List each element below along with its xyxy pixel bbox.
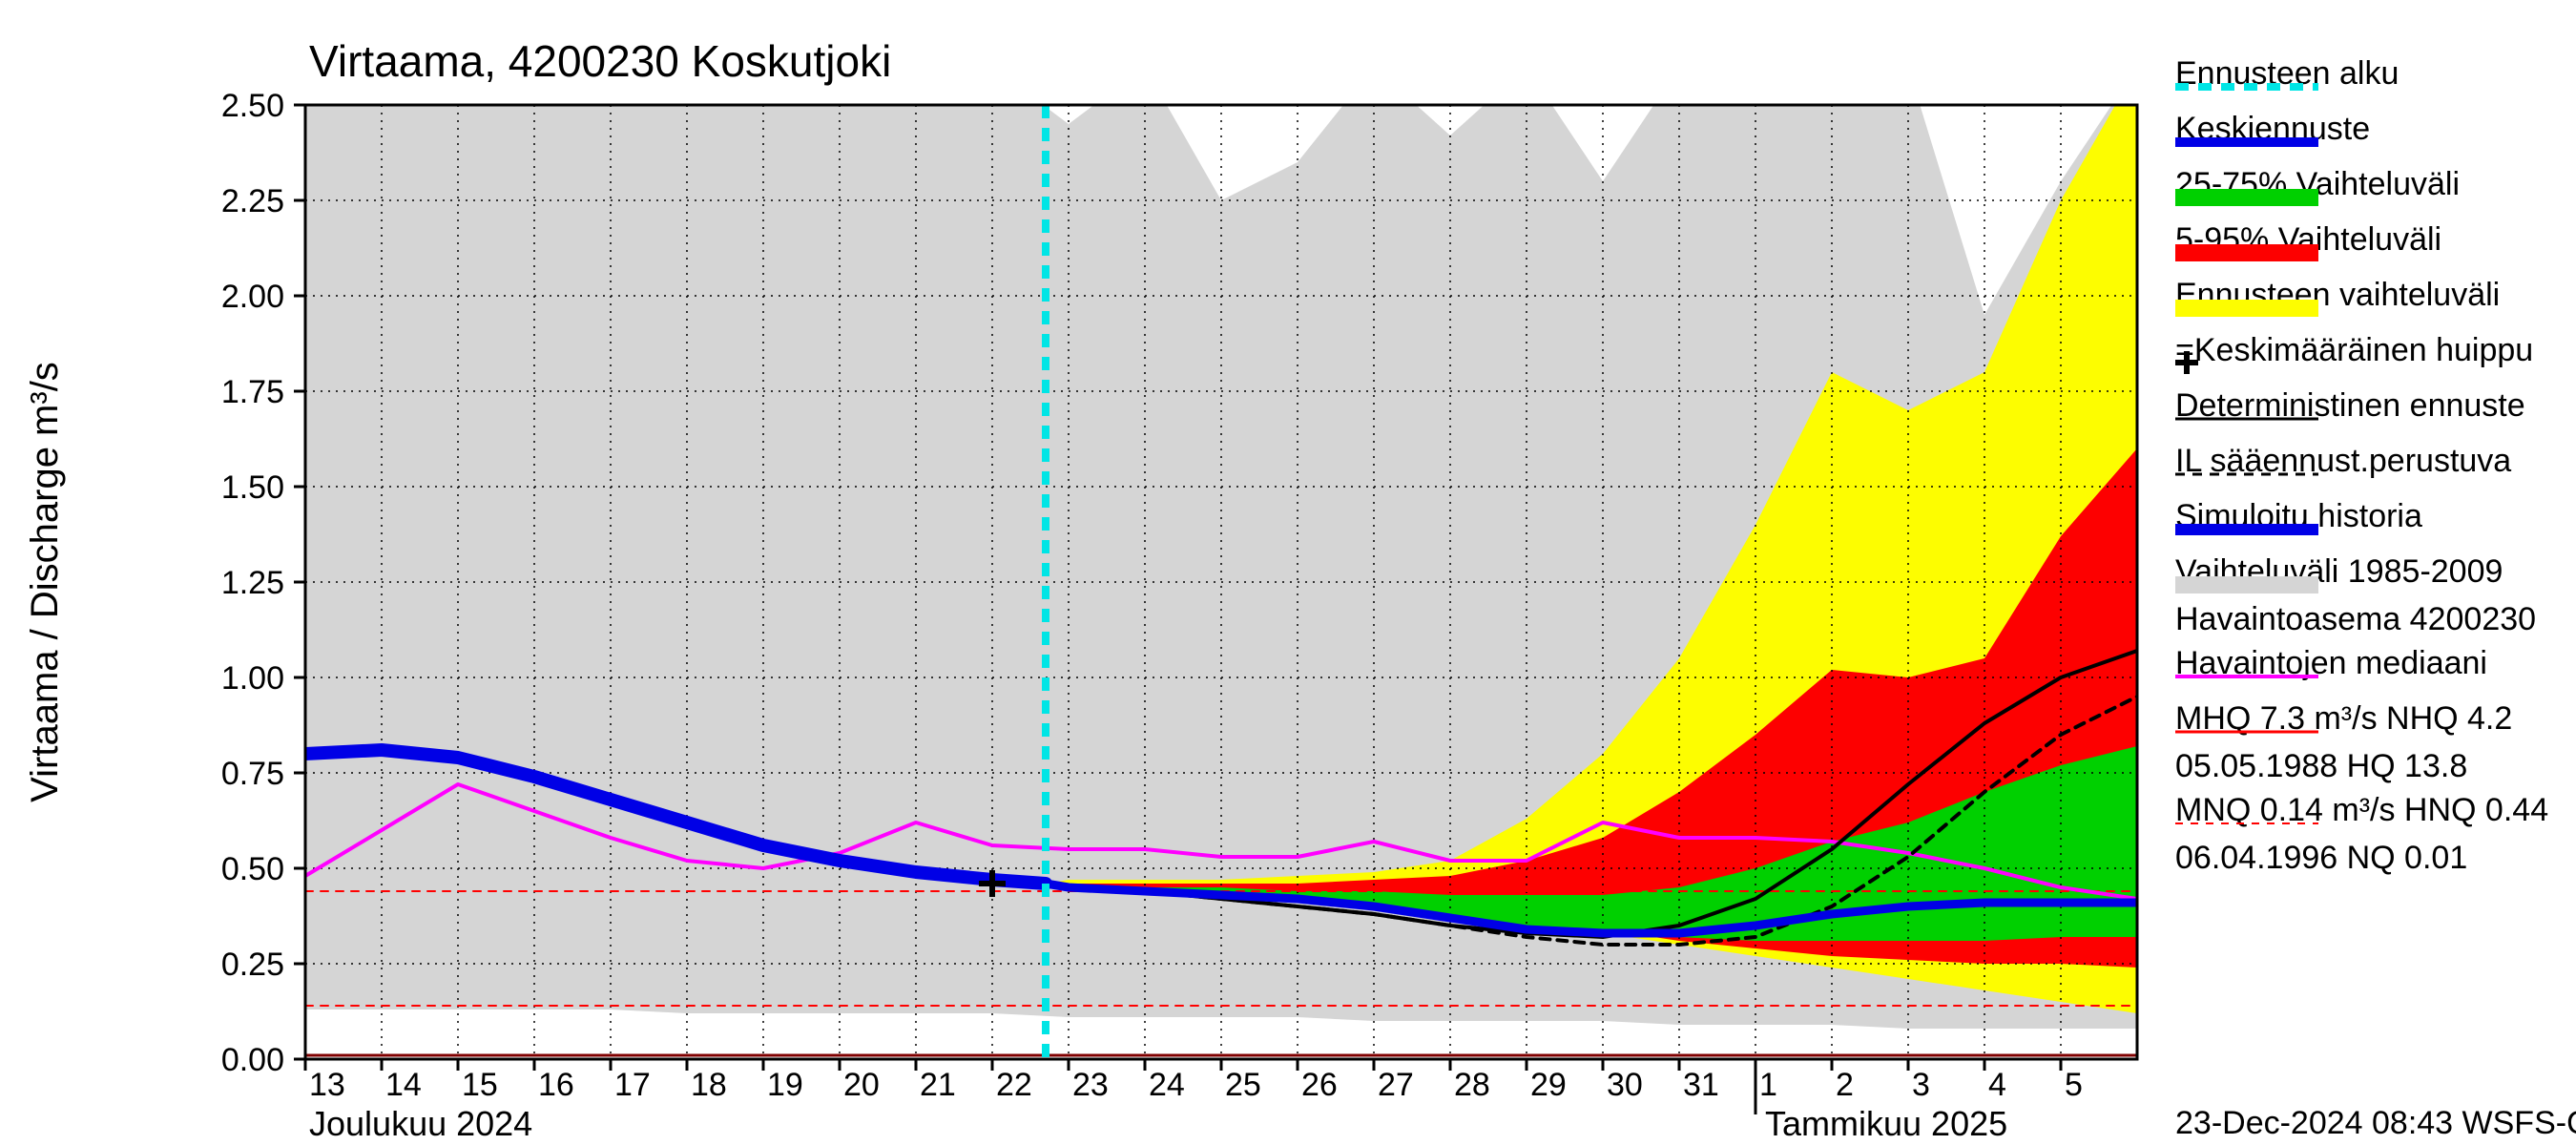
x-tick-label: 27 <box>1378 1067 1414 1103</box>
y-tick-label: 2.25 <box>221 183 284 219</box>
x-tick-label: 3 <box>1912 1067 1930 1103</box>
x-tick-label: 21 <box>920 1067 956 1103</box>
y-tick-label: 0.00 <box>221 1042 284 1078</box>
x-tick-label: 29 <box>1530 1067 1567 1103</box>
y-tick-label: 2.00 <box>221 279 284 315</box>
chart-container: 0.00 0.25 0.50 0.75 1.00 1.25 1.50 1.75 2.00 2.25… <box>0 0 2576 1145</box>
x-tick-label: 2 <box>1836 1067 1854 1103</box>
y-tick-label: 0.25 <box>221 947 284 983</box>
legend-label: 06.04.1996 NQ 0.01 <box>2175 840 2467 876</box>
legend-label: 05.05.1988 HQ 13.8 <box>2175 748 2467 784</box>
x-tick-label: 22 <box>996 1067 1032 1103</box>
legend-swatch <box>2175 189 2318 206</box>
x-tick-label: 23 <box>1072 1067 1109 1103</box>
x-tick-label: 26 <box>1301 1067 1338 1103</box>
x-tick-label: 31 <box>1683 1067 1719 1103</box>
y-tick-label: 0.75 <box>221 756 284 792</box>
chart-svg: 0.00 0.25 0.50 0.75 1.00 1.25 1.50 1.75 2.00 2.25… <box>0 0 2576 1145</box>
x-tick-label: 24 <box>1149 1067 1185 1103</box>
x-tick-label: 5 <box>2065 1067 2083 1103</box>
y-tick-label: 1.75 <box>221 374 284 410</box>
month-label-right-fi: Tammikuu 2025 <box>1765 1104 2007 1143</box>
legend-swatch <box>2175 244 2318 261</box>
legend-swatch <box>2175 576 2318 593</box>
x-tick-label: 30 <box>1607 1067 1643 1103</box>
y-axis-label: Virtaama / Discharge m³/s <box>24 362 66 802</box>
y-tick-label: 1.25 <box>221 565 284 601</box>
legend-label: IL sääennust.perustuva <box>2175 443 2511 479</box>
y-tick-label: 1.00 <box>221 660 284 697</box>
legend-label: Havaintoasema 4200230 <box>2175 601 2536 637</box>
month-label-left-fi: Joulukuu 2024 <box>309 1104 532 1143</box>
y-tick-label: 2.50 <box>221 88 284 124</box>
y-tick-label: 0.50 <box>221 851 284 887</box>
x-tick-label: 14 <box>385 1067 422 1103</box>
x-tick-label: 16 <box>538 1067 574 1103</box>
chart-title: Virtaama, 4200230 Koskutjoki <box>309 36 891 86</box>
x-tick-label: 25 <box>1225 1067 1261 1103</box>
legend-label: =Keskimääräinen huippu <box>2175 332 2533 368</box>
x-tick-label: 15 <box>462 1067 498 1103</box>
y-tick-label: 1.50 <box>221 469 284 506</box>
x-tick-label: 4 <box>1988 1067 2006 1103</box>
x-tick-label: 28 <box>1454 1067 1490 1103</box>
footer-timestamp: 23-Dec-2024 08:43 WSFS-O <box>2175 1105 2576 1141</box>
x-tick-label: 18 <box>691 1067 727 1103</box>
legend-swatch <box>2175 300 2318 317</box>
legend-label: MNQ 0.14 m³/s HNQ 0.44 <box>2175 792 2548 828</box>
x-tick-label: 20 <box>843 1067 880 1103</box>
x-tick-label: 17 <box>614 1067 651 1103</box>
x-tick-label: 19 <box>767 1067 803 1103</box>
legend: Ennusteen alkuKeskiennuste25-75% Vaihtel… <box>2175 55 2548 876</box>
x-tick-label: 13 <box>309 1067 345 1103</box>
x-tick-label: 1 <box>1759 1067 1777 1103</box>
